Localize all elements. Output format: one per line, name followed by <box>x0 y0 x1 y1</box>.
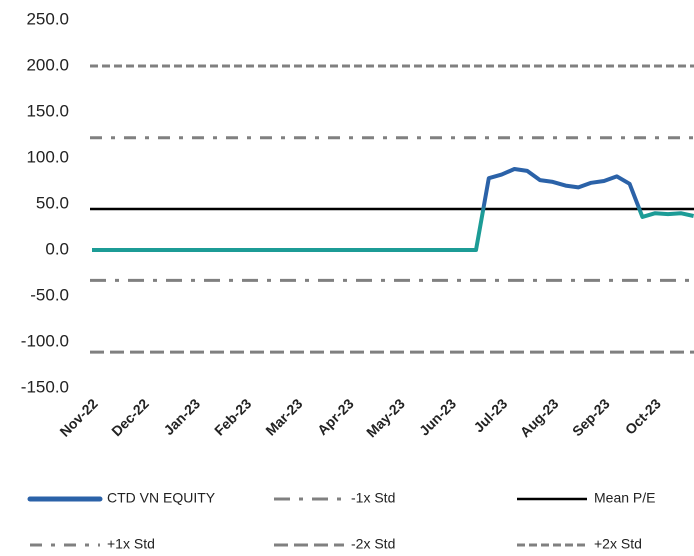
plot-area <box>90 64 694 354</box>
legend-label: +2x Std <box>594 536 642 552</box>
x-tick-label: Sep-23 <box>569 395 613 439</box>
x-tick-label: Feb-23 <box>211 395 254 438</box>
series-line <box>92 167 694 252</box>
x-tick-label: Oct-23 <box>622 395 664 437</box>
x-tick-label: Nov-22 <box>56 395 100 439</box>
x-tick-label: Aug-23 <box>517 395 562 440</box>
x-tick-label: Jul-23 <box>470 395 510 435</box>
x-tick-label: Dec-22 <box>108 395 152 439</box>
legend-label: -2x Std <box>351 536 395 552</box>
y-tick-label: 0.0 <box>45 239 69 258</box>
y-tick-label: 50.0 <box>36 193 69 212</box>
x-tick-label: Jan-23 <box>160 395 203 438</box>
y-tick-label: 250.0 <box>26 9 69 28</box>
legend-label: +1x Std <box>107 536 155 552</box>
legend-label: Mean P/E <box>594 490 655 506</box>
x-tick-label: Mar-23 <box>262 395 305 438</box>
legend-label: -1x Std <box>351 490 395 506</box>
y-tick-label: -150.0 <box>21 377 69 396</box>
y-tick-label: 200.0 <box>26 55 69 74</box>
y-tick-label: -50.0 <box>30 285 69 304</box>
legend-label: CTD VN EQUITY <box>107 490 216 506</box>
x-tick-label: Apr-23 <box>314 395 357 438</box>
y-tick-label: 150.0 <box>26 101 69 120</box>
x-tick-label: Jun-23 <box>416 395 459 438</box>
y-tick-label: 100.0 <box>26 147 69 166</box>
x-tick-label: May-23 <box>363 395 408 440</box>
y-tick-label: -100.0 <box>21 331 69 350</box>
